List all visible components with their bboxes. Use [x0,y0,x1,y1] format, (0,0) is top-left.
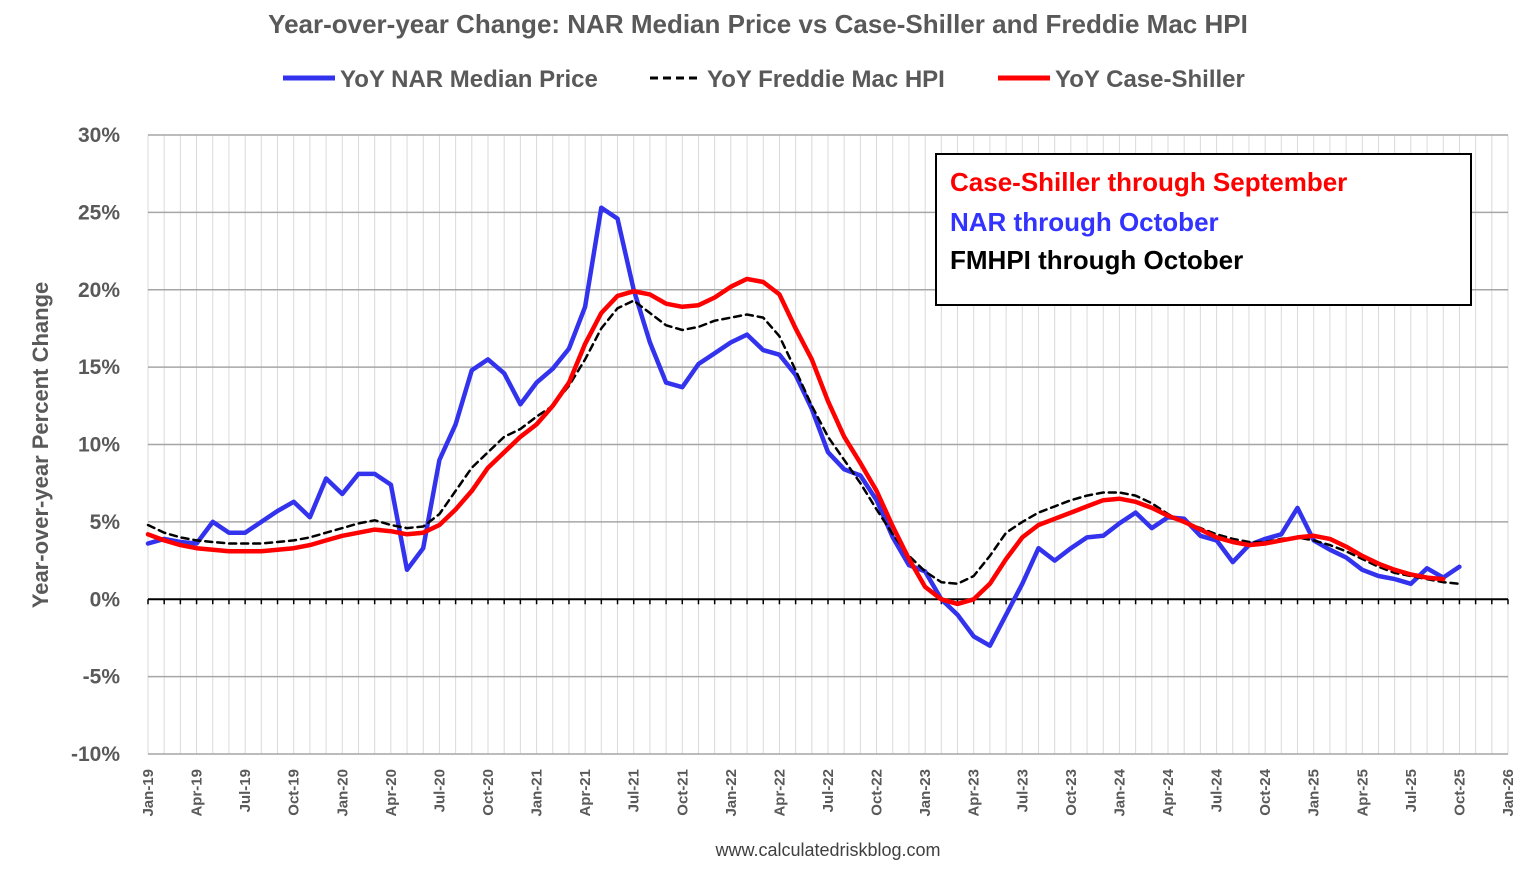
y-tick-label: 5% [90,511,121,534]
annotation-box: Case-Shiller through September NAR throu… [935,153,1472,306]
y-tick-label: -10% [71,743,120,766]
x-tick-label: Jan-21 [529,769,546,817]
chart-title: Year-over-year Change: NAR Median Price … [268,9,1248,39]
series-line-yoy-freddie-mac-hpi [146,299,1461,586]
y-tick-label: 10% [78,434,120,457]
x-tick-label: Oct-25 [1451,769,1468,816]
x-tick-label: Jan-24 [1111,768,1128,816]
x-tick-label: Jan-25 [1306,769,1323,817]
x-tick-label: Jul-23 [1014,769,1031,812]
plot-grid [147,134,1509,755]
x-tick-label: Apr-20 [383,769,400,817]
y-axis-label: Year-over-year Percent Change [28,282,53,609]
x-tick-label: Apr-21 [577,769,594,817]
series-line-yoy-nar-median-price [145,205,1462,648]
legend-label-nar: YoY NAR Median Price [340,66,598,93]
y-tick-label: 15% [78,356,120,379]
x-tick-label: Oct-23 [1063,769,1080,816]
y-tick-label: 30% [78,124,120,147]
x-axis: Jan-19 Apr-19 Jul-19 Oct-19 Jan-20 Apr-20 Jul-… [140,598,1517,817]
series-line-yoy-case-shiller [145,276,1446,607]
x-tick-label: Oct-22 [869,769,886,816]
x-tick-label: Jul-19 [237,769,254,812]
legend-label-freddie: YoY Freddie Mac HPI [707,66,945,93]
y-tick-label: 20% [78,279,120,302]
x-tick-label: Jan-26 [1500,769,1517,817]
legend-label-case-shiller: YoY Case-Shiller [1055,66,1245,93]
x-tick-label: Apr-19 [189,769,206,817]
x-tick-label: Jul-21 [626,769,643,812]
annotation-fmhpi: FMHPI through October [950,245,1243,275]
x-tick-label: Apr-24 [1160,768,1177,816]
series-layer [145,205,1462,648]
x-tick-label: Jan-22 [723,769,740,817]
annotation-nar: NAR through October [950,207,1219,237]
y-tick-label: 25% [78,201,120,224]
x-tick-label: Jul-20 [431,769,448,812]
x-tick-label: Jul-24 [1209,768,1226,812]
x-tick-label: Oct-19 [286,769,303,816]
y-axis: 30% 25% 20% 15% 10% 5% 0% -5% -10% [71,124,120,766]
x-tick-label: Oct-21 [674,769,691,816]
y-tick-label: 0% [90,588,121,611]
x-tick-label: Apr-23 [966,769,983,817]
x-tick-label: Oct-24 [1257,768,1274,815]
x-tick-label: Apr-25 [1354,769,1371,817]
x-tick-label: Jul-25 [1403,769,1420,812]
x-tick-label: Jan-19 [140,769,157,817]
x-tick-label: Apr-22 [771,769,788,817]
x-tick-label: Jan-20 [334,769,351,817]
x-tick-label: Jul-22 [820,769,837,812]
y-tick-label: -5% [83,666,121,689]
x-tick-label: Oct-20 [480,769,497,816]
annotation-case-shiller: Case-Shiller through September [950,167,1347,197]
source-credit: www.calculatedriskblog.com [714,840,940,860]
legend: YoY NAR Median Price YoY Freddie Mac HPI… [283,66,1245,93]
x-tick-label: Jan-23 [917,769,934,817]
